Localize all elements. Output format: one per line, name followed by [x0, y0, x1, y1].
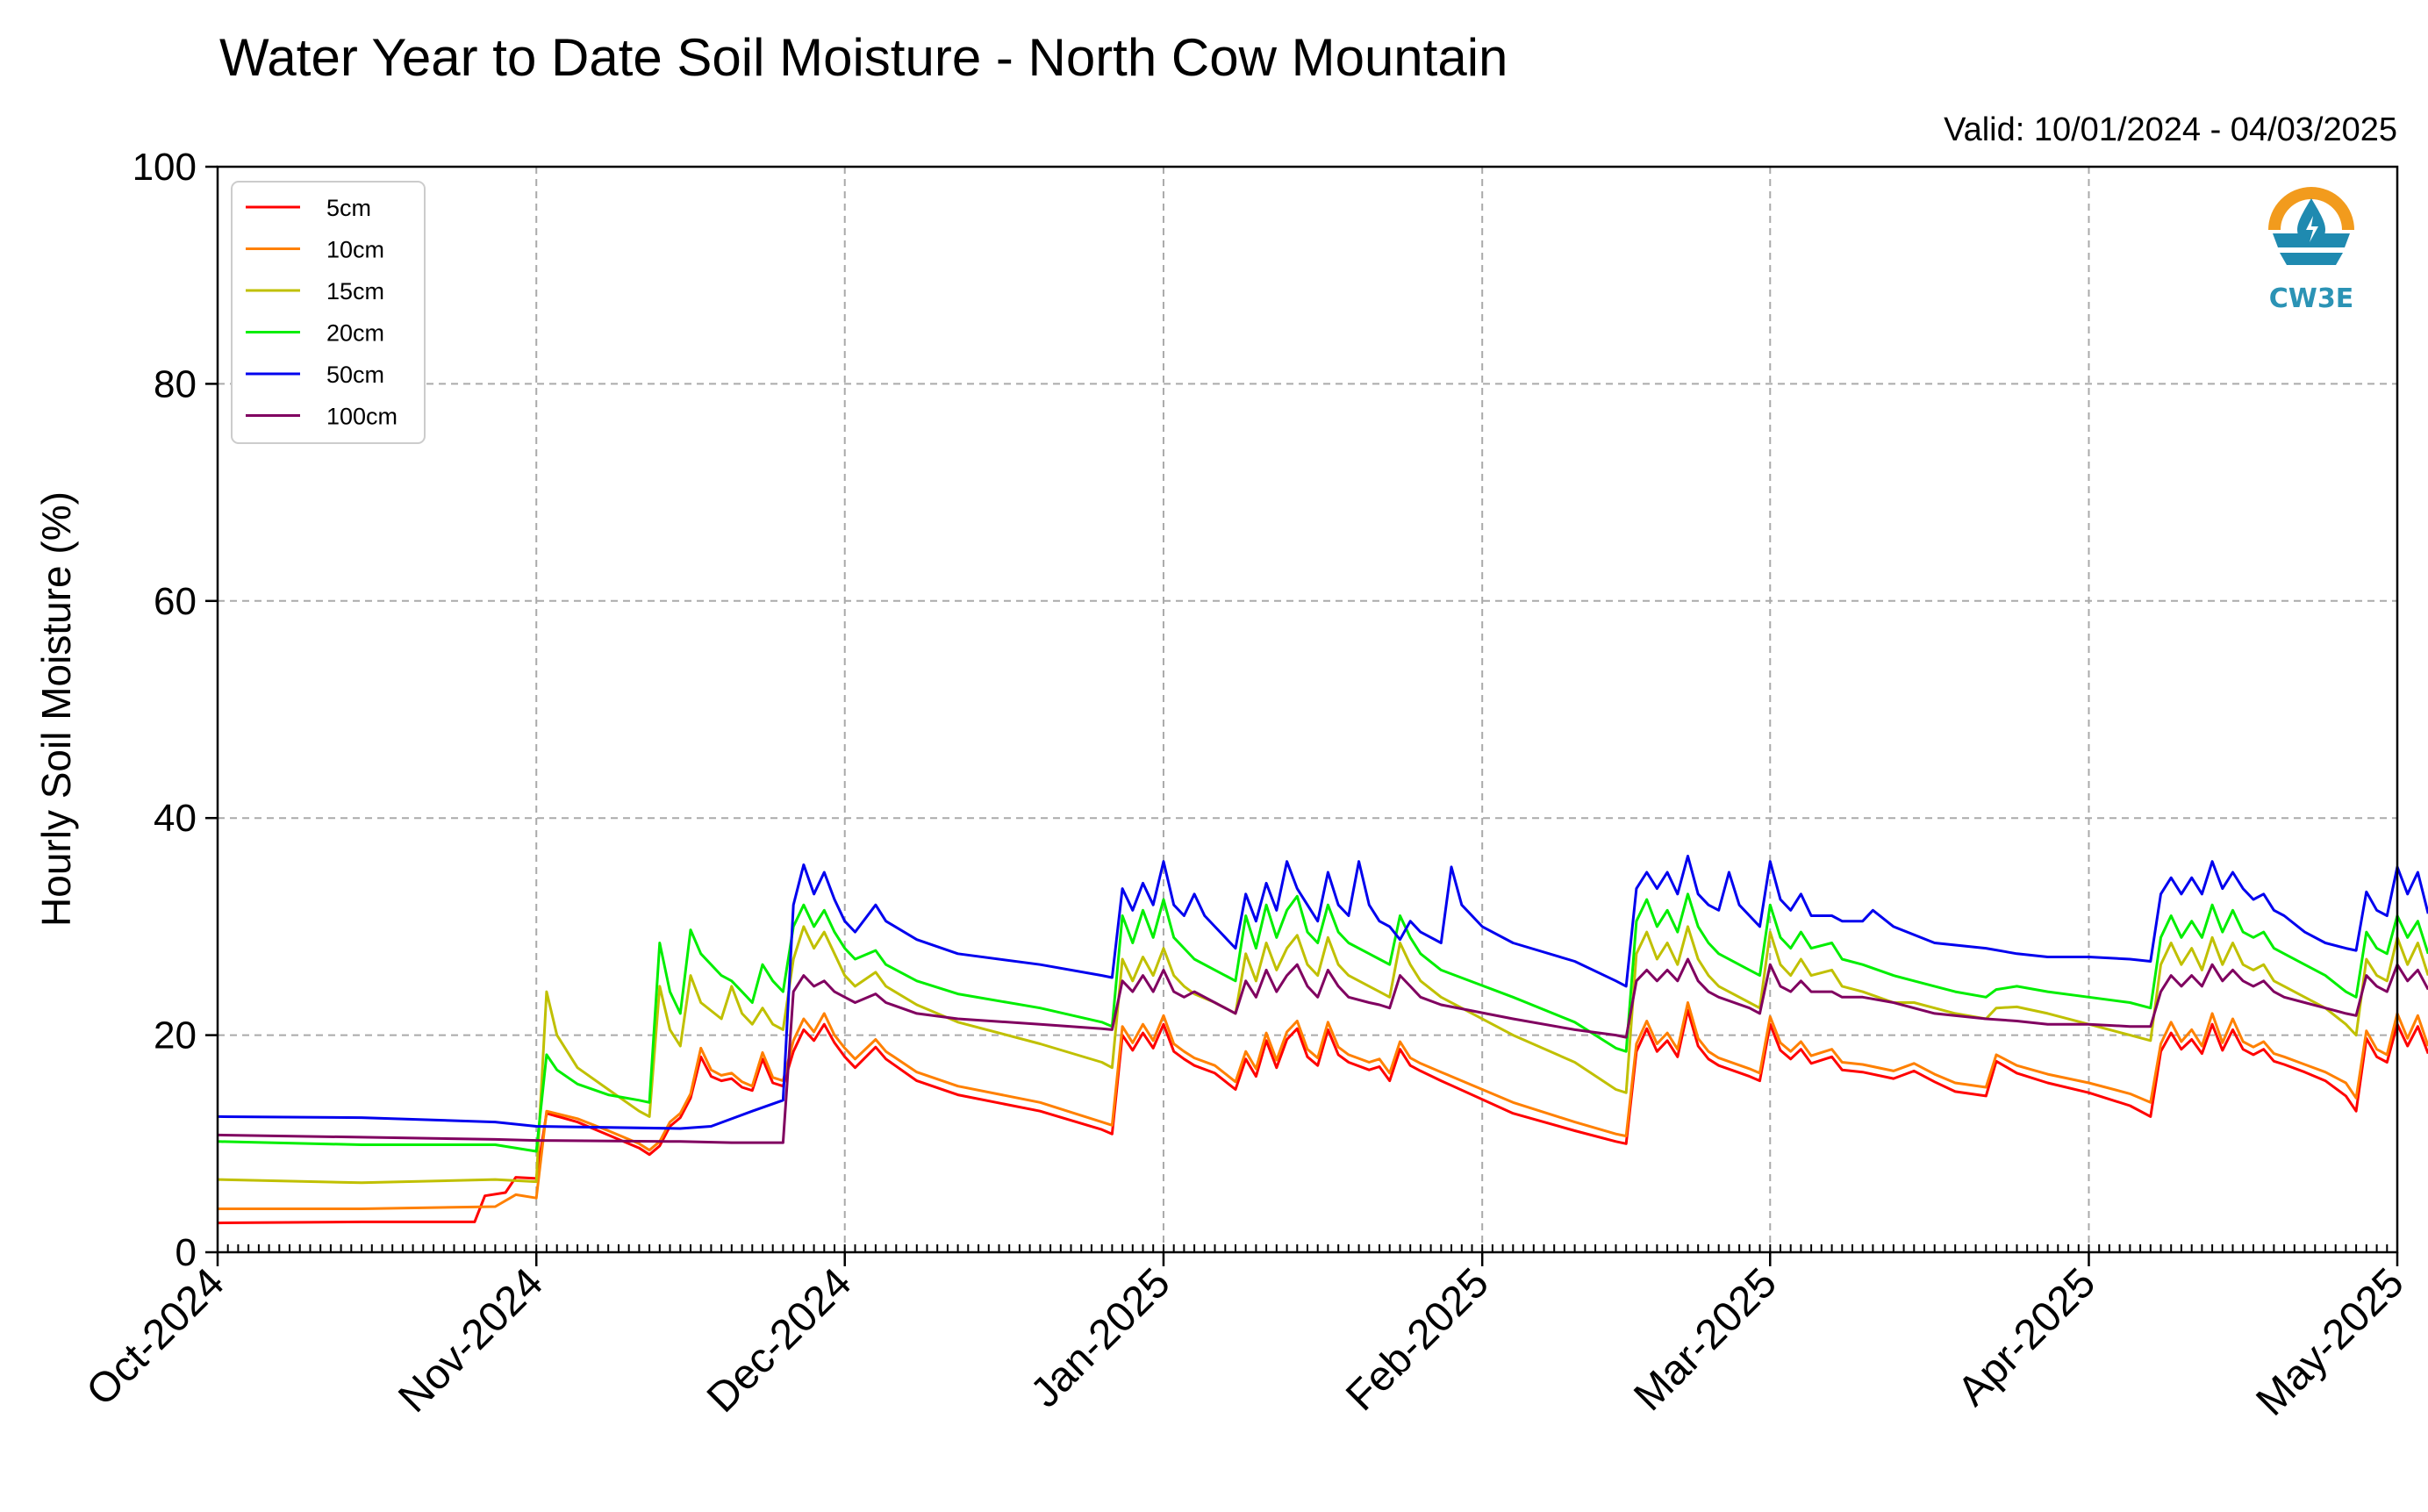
legend-label-5cm: 5cm	[326, 195, 371, 221]
y-tick-label: 40	[154, 797, 197, 840]
y-tick-label: 100	[133, 146, 197, 189]
series-lines	[217, 855, 2428, 1225]
y-axis-ticks: 0 20 40 60 80 100	[133, 146, 218, 1274]
grid-lines	[218, 167, 2397, 1252]
x-tick-label: May-2025	[2247, 1259, 2412, 1424]
x-tick-label: Mar-2025	[1625, 1259, 1786, 1420]
y-tick-label: 0	[175, 1231, 197, 1274]
logo-wave-icon-2	[2280, 253, 2343, 265]
series-line-10cm	[218, 1001, 2428, 1210]
y-tick-label: 60	[154, 580, 197, 623]
series-line-20cm	[217, 892, 2428, 1153]
legend-label-15cm: 15cm	[326, 278, 384, 305]
x-tick-label: Dec-2024	[698, 1259, 861, 1422]
legend: 5cm 10cm 15cm 20cm 50cm 100cm	[231, 181, 426, 444]
x-axis-ticks: Oct-2024 Nov-2024 Dec-2024 Jan-2025 Feb-2025…	[78, 1252, 2413, 1425]
x-tick-label: Feb-2025	[1337, 1259, 1498, 1420]
series-line-15cm	[217, 925, 2428, 1185]
legend-label-10cm: 10cm	[326, 237, 384, 263]
chart-title: Water Year to Date Soil Moisture - North…	[219, 28, 1508, 87]
x-tick-label: Oct-2024	[78, 1259, 233, 1415]
legend-box	[231, 181, 426, 444]
x-tick-label: Nov-2024	[390, 1259, 552, 1422]
y-axis-label: Hourly Soil Moisture (%)	[33, 491, 79, 927]
plot-frame	[216, 165, 2399, 1254]
x-minor-tick-marks	[217, 1244, 2398, 1252]
logo-text: CW3E	[2269, 283, 2353, 314]
x-tick-label: Apr-2025	[1949, 1259, 2104, 1415]
series-line-5cm	[217, 1008, 2428, 1225]
legend-label-50cm: 50cm	[326, 362, 384, 388]
series-line-50cm	[217, 855, 2428, 1130]
minor-ticks	[217, 1244, 2398, 1252]
y-tick-label: 80	[154, 362, 197, 405]
valid-date-range: Valid: 10/01/2024 - 04/03/2025	[1944, 111, 2397, 148]
cw3e-logo: CW3E	[2268, 187, 2354, 314]
legend-label-100cm: 100cm	[326, 404, 398, 430]
y-tick-label: 20	[154, 1014, 197, 1057]
logo-bolt-icon	[2306, 216, 2318, 242]
x-tick-label: Jan-2025	[1022, 1259, 1179, 1416]
legend-label-20cm: 20cm	[326, 320, 384, 347]
series-line-100cm	[217, 957, 2428, 1144]
